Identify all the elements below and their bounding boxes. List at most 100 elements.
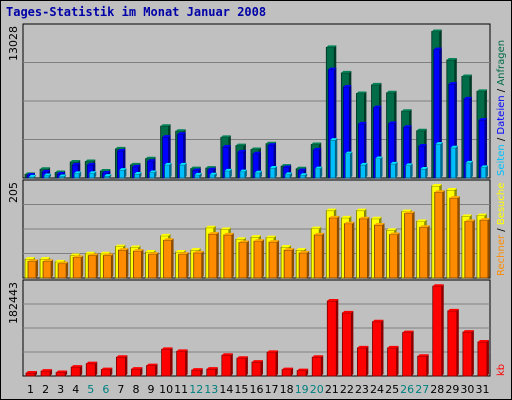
bar-middle-besuche-20-top [311,226,322,229]
bar-top-seiten-10 [164,164,170,179]
bar-top-seiten-16-side [259,170,262,178]
bar-top-seiten-29-side [455,145,458,178]
bar-bottom-kb-30 [462,331,473,377]
bar-middle-besuche-9-top [145,249,156,252]
bar-top-seiten-8-side [139,172,142,178]
bar-middle-rechner-31-top [479,218,490,221]
bar-top-seiten-9-top [149,170,157,173]
bar-top-anfragen-4-top [70,159,81,162]
bar-top-seiten-24-top [375,156,383,159]
bar-top-seiten-18-top [285,172,293,175]
bar-top-anfragen-17-top [266,141,277,144]
bar-middle-rechner-14-top [223,232,234,235]
bar-middle-besuche-2-top [40,257,51,260]
bar-bottom-kb-16-side [260,360,263,376]
bar-middle-rechner-24 [374,224,383,279]
bar-middle-rechner-26-side [412,211,415,278]
bar-top-anfragen-10-top [160,124,171,127]
bar-bottom-kb-6 [100,369,111,377]
bar-top-dateien-25-top [388,121,397,124]
bar-top-seiten-22-top [345,151,353,154]
bar-middle-rechner-5-top [88,253,99,256]
bar-middle-besuche-28-top [431,184,442,186]
bar-bottom-kb-14-side [230,353,233,376]
legend-text-anfragen: Anfragen [496,40,507,86]
bar-top-seiten-15-top [239,169,247,172]
bar-top-seiten-13-side [214,172,217,178]
bar-bottom-kb-22-top [342,310,354,313]
bar-top-anfragen-14-top [220,135,231,138]
bar-top-seiten-20-top [315,166,323,169]
bar-top-seiten-1-top [29,174,36,177]
bar-middle-rechner-13-side [216,232,219,278]
bar-bottom-kb-9-top [146,363,158,366]
bar-middle-rechner-10-top [163,238,174,241]
bar-top-seiten-25 [390,163,396,179]
bar-middle-besuche-7-top [115,244,126,247]
bar-top-anfragen-19-top [296,166,307,169]
bar-bottom-kb-27-top [417,354,429,357]
chart-title: Tages-Statistik im Monat Januar 2008 [6,5,267,19]
bar-top-seiten-13-top [209,172,217,175]
bar-bottom-kb-12-top [191,368,203,371]
bar-top-seiten-28-top [435,142,443,145]
x-tick-label-24: 24 [370,383,384,396]
bar-middle-rechner-9 [148,253,157,279]
bar-top-dateien-9-top [147,159,156,162]
bar-middle-rechner-8-side [141,249,144,278]
bar-top-seiten-27-top [420,167,428,170]
bar-bottom-kb-20 [311,356,322,377]
bar-bottom-kb-8-top [131,367,143,370]
x-tick-label-8: 8 [132,383,139,396]
bar-middle-rechner-27-side [427,225,430,278]
bar-bottom-kb-15-side [245,356,248,376]
bar-middle-rechner-16 [253,240,263,279]
bar-middle-rechner-25-top [389,232,400,235]
bar-top-dateien-13-top [207,167,216,170]
bar-top-dateien-6-top [102,171,111,174]
bar-top-seiten-15 [239,171,246,179]
bar-bottom-kb-18-side [291,367,294,376]
bar-bottom-kb-20-side [321,355,324,376]
bar-top-dateien-7-top [117,148,126,151]
bar-bottom-kb-27 [417,355,428,377]
bar-top-seiten-9 [149,172,155,179]
bar-bottom-kb-28 [432,285,443,377]
bar-top-anfragen-6-top [100,168,111,171]
bar-bottom-kb-19-top [297,368,309,371]
bar-bottom-kb-4-top [71,365,83,368]
bar-bottom-kb-16 [251,361,262,377]
bar-middle-rechner-12-top [193,250,204,253]
bar-middle-besuche-22-top [341,215,352,218]
bar-middle-rechner-11-side [186,252,189,278]
bar-top-dateien-21-top [328,67,337,70]
bar-bottom-kb-31 [477,341,488,377]
bar-top-seiten-4-top [74,171,82,174]
bar-top-seiten-21-side [335,138,338,178]
bar-bottom-kb-13-top [206,367,218,370]
bar-top-dateien-19-top [298,168,307,171]
bar-bottom-kb-7-side [125,355,128,376]
bar-top-seiten-7-top [119,168,127,171]
bar-bottom-kb-9 [146,365,156,377]
bar-top-dateien-2-top [42,169,51,172]
bar-bottom-kb-29-top [447,308,459,311]
bar-top-seiten-18 [284,173,291,179]
bar-bottom-kb-24-side [381,319,384,376]
bar-middle-rechner-29-side [457,196,460,278]
bar-top-seiten-31-side [485,165,488,178]
bar-bottom-kb-5-top [86,361,98,364]
bar-top-dateien-27-top [418,143,427,146]
bar-top-seiten-12 [194,174,201,179]
bar-middle-rechner-24-top [374,223,385,226]
bar-top-anfragen-27-top [416,128,427,131]
bar-middle-rechner-12-side [201,250,204,278]
bar-bottom-kb-15-top [236,356,248,359]
bar-top-seiten-25-top [390,161,398,164]
bar-top-seiten-30 [465,162,472,179]
bar-bottom-kb-19-side [306,368,309,376]
bar-top-dateien-1-top [27,173,35,176]
x-tick-label-5: 5 [87,383,94,396]
bar-bottom-kb-14 [221,354,232,377]
